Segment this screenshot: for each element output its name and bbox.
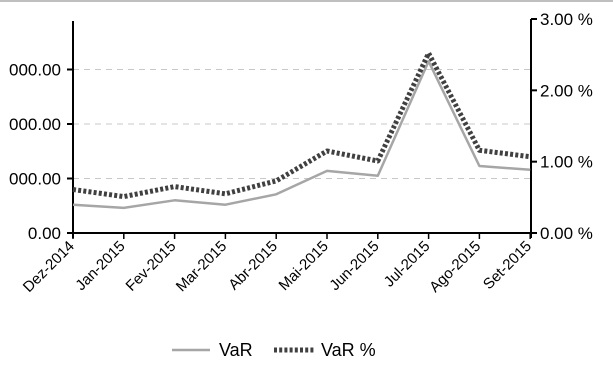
right-tick-label: 1.00 % [540,153,593,172]
legend-label: VaR [219,340,253,360]
x-category-label: Abr-2015 [225,238,281,294]
x-category-label: Jun-2015 [326,238,382,294]
series-lines [72,50,531,210]
axes [67,18,537,239]
right-tick-label: 0.00 % [540,224,593,243]
x-category-label: Mar-2015 [173,238,230,295]
legend-label: VaR % [321,340,376,360]
legend: VaR VaR % [172,340,376,360]
x-category-label: Jan-2015 [72,238,128,294]
right-tick-label: 2.00 % [540,81,593,100]
var-line [72,60,531,210]
x-category-label: Dez-2014 [20,238,78,296]
left-tick-label: 000.00 [9,61,61,80]
left-tick-label: 0.00 [28,224,61,243]
x-category-label: Set-2015 [480,238,535,293]
left-tick-label: 000.00 [9,115,61,134]
frame-top-edge [0,0,613,2]
x-category-label: Ago-2015 [426,238,484,296]
var-percent-line [72,50,531,200]
right-tick-label: 3.00 % [540,10,593,29]
x-category-label: Fev-2015 [123,238,180,295]
x-category-label: Mai-2015 [276,238,332,294]
gridlines [0,0,613,179]
x-category-label: Jul-2015 [381,238,434,291]
left-tick-label: 000.00 [9,170,61,189]
